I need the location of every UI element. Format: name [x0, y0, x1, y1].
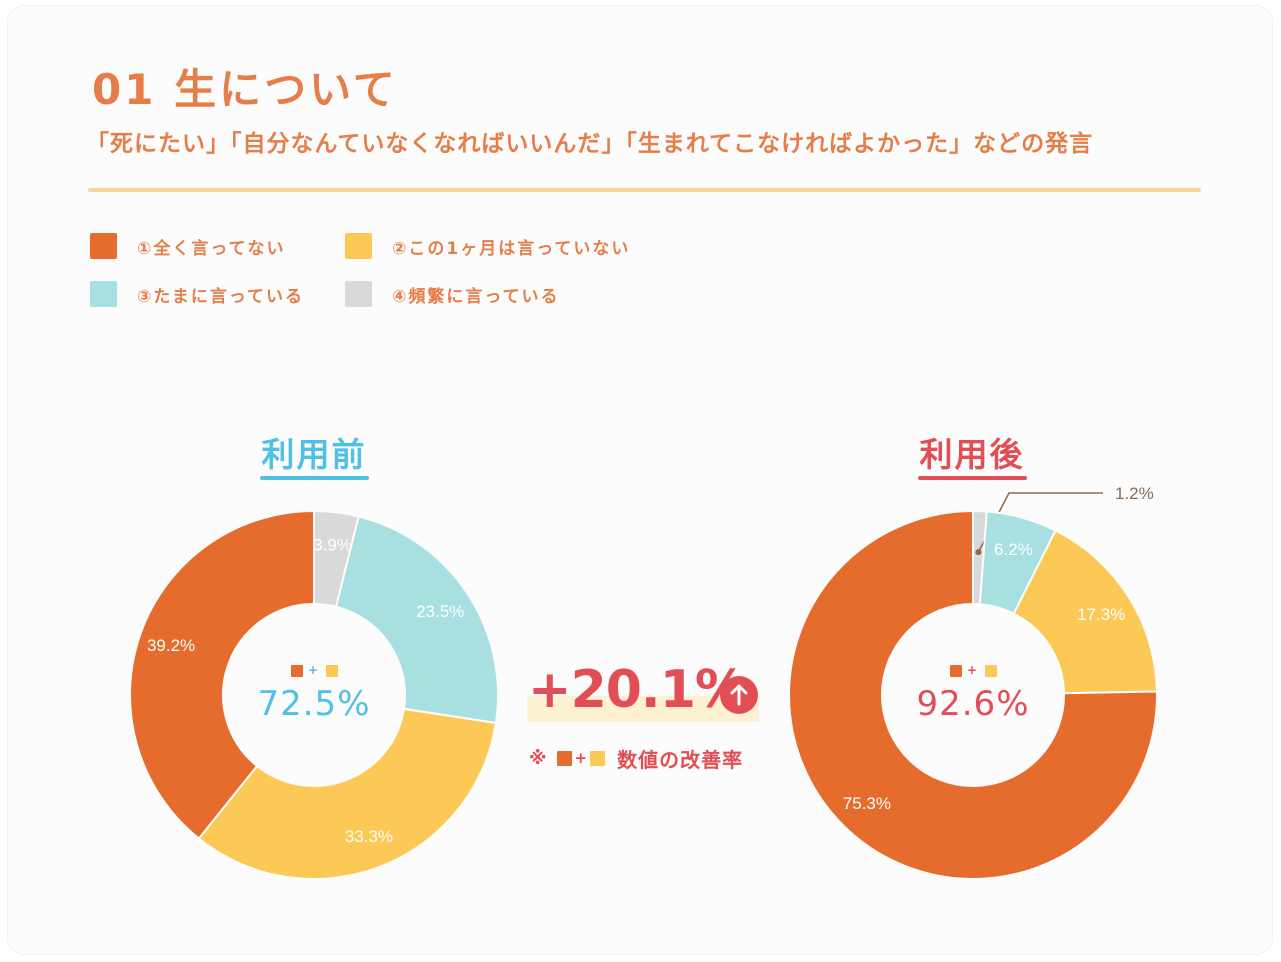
legend-label-3: ③たまに言っている	[137, 286, 305, 307]
after-slice-zenku	[788, 509, 1158, 880]
before-label-tamani: 23.5%	[416, 602, 464, 621]
after-panel-title: 利用後	[919, 435, 1025, 474]
legend-label-2: ②この1ヶ月は言っていない	[392, 238, 631, 259]
before-panel-title: 利用前	[261, 435, 367, 474]
page-title: 01 生について	[92, 65, 398, 114]
before-label-hinpan: 3.9%	[313, 536, 352, 555]
before-slice-zenku	[129, 509, 315, 840]
before-label-konogetsu: 33.3%	[345, 827, 393, 846]
note-swatch-yellow	[590, 750, 606, 766]
legend-swatch-3	[90, 281, 117, 307]
before-title-underline	[260, 476, 369, 480]
improvement-note: ※ + 数値の改善率	[529, 744, 743, 772]
legend-label-1: ①全く言ってない	[137, 238, 286, 259]
after-slice-konogetsu	[1012, 529, 1158, 695]
after-label-tamani: 6.2%	[994, 540, 1033, 559]
before-slice-tamani	[334, 515, 499, 725]
before-center-swatch-yellow	[326, 665, 338, 677]
after-center-swatch-orange	[950, 665, 962, 677]
page-subtitle: 「死にたい」「自分なんていなくなればいいんだ」「生まれてこなければよかった」など…	[86, 131, 1094, 157]
after-title-underline	[918, 476, 1027, 480]
arrow-up-icon	[720, 676, 758, 714]
legend-swatch-1	[90, 233, 117, 259]
after-center-value: 92.6%	[916, 684, 1030, 724]
after-label-zenku: 75.3%	[843, 794, 891, 813]
after-label-hinpan: 1.2%	[1115, 484, 1154, 503]
before-center-value: 72.5%	[257, 684, 371, 724]
legend-swatch-4	[345, 281, 372, 307]
after-label-konogetsu: 17.3%	[1077, 605, 1125, 624]
before-slice-konogetsu	[197, 707, 498, 880]
before-label-zenku: 39.2%	[147, 636, 195, 655]
note-swatch-orange	[556, 750, 572, 766]
after-center-plus: +	[967, 663, 978, 677]
after-center-swatch-yellow	[985, 665, 997, 677]
after-label-leader-dot	[975, 549, 982, 556]
note-mark: ※	[529, 747, 547, 769]
legend-swatch-2	[345, 233, 372, 259]
divider	[88, 188, 1201, 192]
legend-item-1: ①全く言ってない	[90, 232, 286, 260]
legend-item-4: ④頻繁に言っている	[345, 280, 560, 308]
improvement-value: +20.1%	[528, 660, 747, 720]
legend-item-3: ③たまに言っている	[90, 280, 304, 308]
legend-label-4: ④頻繁に言っている	[392, 286, 560, 307]
before-center-swatch-orange	[291, 665, 303, 677]
note-text: 数値の改善率	[617, 747, 744, 772]
before-center-plus: +	[308, 663, 319, 677]
note-plus: +	[574, 749, 588, 767]
legend-item-2: ②この1ヶ月は言っていない	[345, 232, 630, 260]
